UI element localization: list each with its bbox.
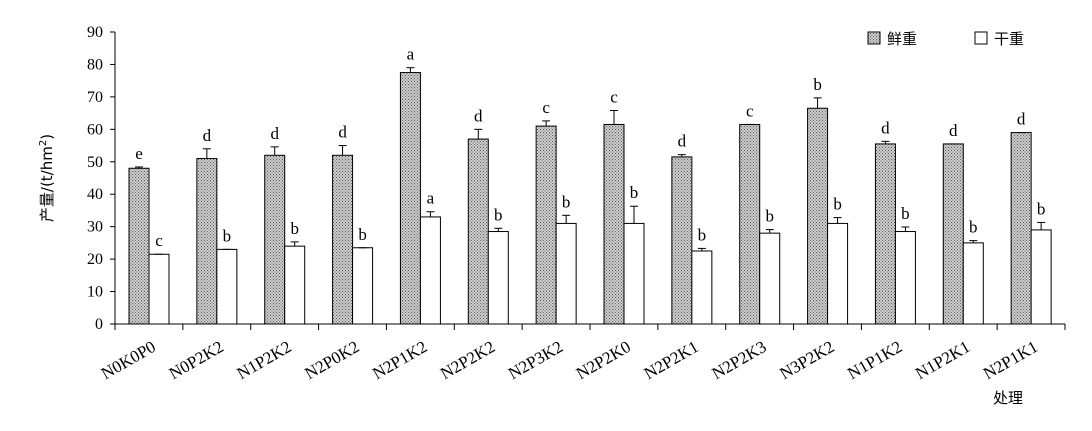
bar-fresh-N2P0K2 <box>332 154 354 325</box>
category-label-N2P1K1: N2P1K1 <box>980 337 1041 383</box>
significance-label: b <box>901 204 910 223</box>
significance-label: c <box>542 98 550 117</box>
significance-label: b <box>494 205 503 224</box>
significance-label: b <box>813 75 822 94</box>
y-tick-label-90: 90 <box>87 24 103 41</box>
significance-label: d <box>338 123 347 142</box>
significance-label: d <box>881 118 890 137</box>
y-axis-label-tail: ) <box>38 134 56 140</box>
bar-fresh-N0P2K2 <box>196 158 218 325</box>
category-label-N1P2K1: N1P2K1 <box>912 337 973 383</box>
y-axis-label-main: 产量/(t/hm <box>38 146 56 222</box>
significance-label: b <box>290 219 299 238</box>
x-axis-label: 处理 <box>993 389 1023 407</box>
significance-label: e <box>135 144 143 163</box>
y-tick-label-0: 0 <box>95 316 103 333</box>
bar-fresh-N2P2K3 <box>739 123 761 325</box>
category-label-N3P2K2: N3P2K2 <box>776 337 837 383</box>
category-label-N2P3K2: N2P3K2 <box>505 337 566 383</box>
significance-label: d <box>678 132 687 151</box>
y-tick-label-10: 10 <box>87 284 103 301</box>
significance-label: b <box>358 225 367 244</box>
significance-label: b <box>1037 199 1046 218</box>
bar-dry-N2P2K3 <box>759 232 781 325</box>
bar-dry-N1P2K1 <box>962 242 984 325</box>
bars: e d d d a d c c d c b d d d c b b b a b b b b b b b b b <box>128 45 1052 325</box>
category-label-N2P2K1: N2P2K1 <box>641 337 702 383</box>
significance-label: b <box>765 207 774 226</box>
category-label-N2P1K2: N2P1K2 <box>369 337 430 383</box>
bar-fresh-N2P3K2 <box>535 125 557 325</box>
bar-fresh-N0K0P0 <box>128 167 150 325</box>
bar-fresh-N1P2K1 <box>942 143 964 325</box>
legend-label-0: 鲜重 <box>887 30 917 48</box>
significance-label: c <box>746 101 754 120</box>
bar-dry-N0P2K2 <box>216 248 238 325</box>
legend-label-1: 干重 <box>994 30 1024 48</box>
significance-label: a <box>427 189 435 208</box>
bar-fresh-N2P1K1 <box>1010 132 1032 325</box>
bar-fresh-N2P2K1 <box>671 156 693 325</box>
bar-dry-N3P2K2 <box>827 222 849 325</box>
significance-label: d <box>270 124 279 143</box>
y-tick-label-80: 80 <box>87 56 103 73</box>
category-label-N1P1K2: N1P1K2 <box>844 337 905 383</box>
y-tick-label-30: 30 <box>87 219 103 236</box>
bar-dry-N1P1K2 <box>894 231 916 325</box>
category-label-N1P2K2: N1P2K2 <box>234 337 295 383</box>
category-label-N0P2K2: N0P2K2 <box>166 337 227 383</box>
category-label-N2P0K2: N2P0K2 <box>301 337 362 383</box>
significance-label: c <box>610 88 618 107</box>
category-labels: N0K0P0 N0P2K2 N1P2K2 N2P0K2 N2P1K2 N2P2K2 N2P3… <box>98 337 1041 383</box>
y-tick-label-40: 40 <box>87 186 103 203</box>
bar-dry-N0K0P0 <box>148 253 170 325</box>
bar-fresh-N2P2K0 <box>603 123 625 325</box>
bar-fresh-N3P2K2 <box>807 107 829 325</box>
y-tick-label-50: 50 <box>87 154 103 171</box>
category-label-N0K0P0: N0K0P0 <box>98 337 159 383</box>
significance-label: b <box>969 218 978 237</box>
legend: 鲜重 干重 <box>867 30 1024 48</box>
category-label-N2P2K3: N2P2K3 <box>709 337 770 383</box>
bar-fresh-N2P2K2 <box>467 138 489 325</box>
bar-dry-N2P3K2 <box>555 222 577 325</box>
y-axis-label-sup: 2 <box>38 140 49 146</box>
significance-label: d <box>1017 110 1026 129</box>
y-axis-label: 产量/(t/hm2) <box>38 134 56 222</box>
significance-label: c <box>155 231 163 250</box>
bar-dry-N2P2K2 <box>487 231 509 325</box>
significance-label: a <box>407 45 415 64</box>
bar-fresh-N1P2K2 <box>264 154 286 325</box>
legend-swatch-1 <box>974 31 988 45</box>
significance-label: b <box>630 183 639 202</box>
significance-label: b <box>698 225 707 244</box>
significance-label: d <box>949 121 958 140</box>
bar-dry-N2P0K2 <box>352 247 374 325</box>
legend-swatch-0 <box>867 31 881 45</box>
significance-label: b <box>223 226 232 245</box>
bar-dry-N2P2K1 <box>691 250 713 325</box>
bar-dry-N2P1K2 <box>419 216 441 325</box>
y-tick-label-70: 70 <box>87 89 103 106</box>
significance-label: b <box>562 192 571 211</box>
significance-label: d <box>474 106 483 125</box>
bar-dry-N1P2K2 <box>284 245 306 325</box>
y-tick-label-60: 60 <box>87 121 103 138</box>
bar-dry-N2P1K1 <box>1030 229 1052 325</box>
bar-fresh-N1P1K2 <box>874 143 896 325</box>
significance-label: d <box>203 126 212 145</box>
significance-label: b <box>833 195 842 214</box>
bar-dry-N2P2K0 <box>623 222 645 325</box>
category-label-N2P2K0: N2P2K0 <box>573 337 634 383</box>
category-label-N2P2K2: N2P2K2 <box>437 337 498 383</box>
bar-fresh-N2P1K2 <box>399 72 421 325</box>
y-tick-label-20: 20 <box>87 251 103 268</box>
